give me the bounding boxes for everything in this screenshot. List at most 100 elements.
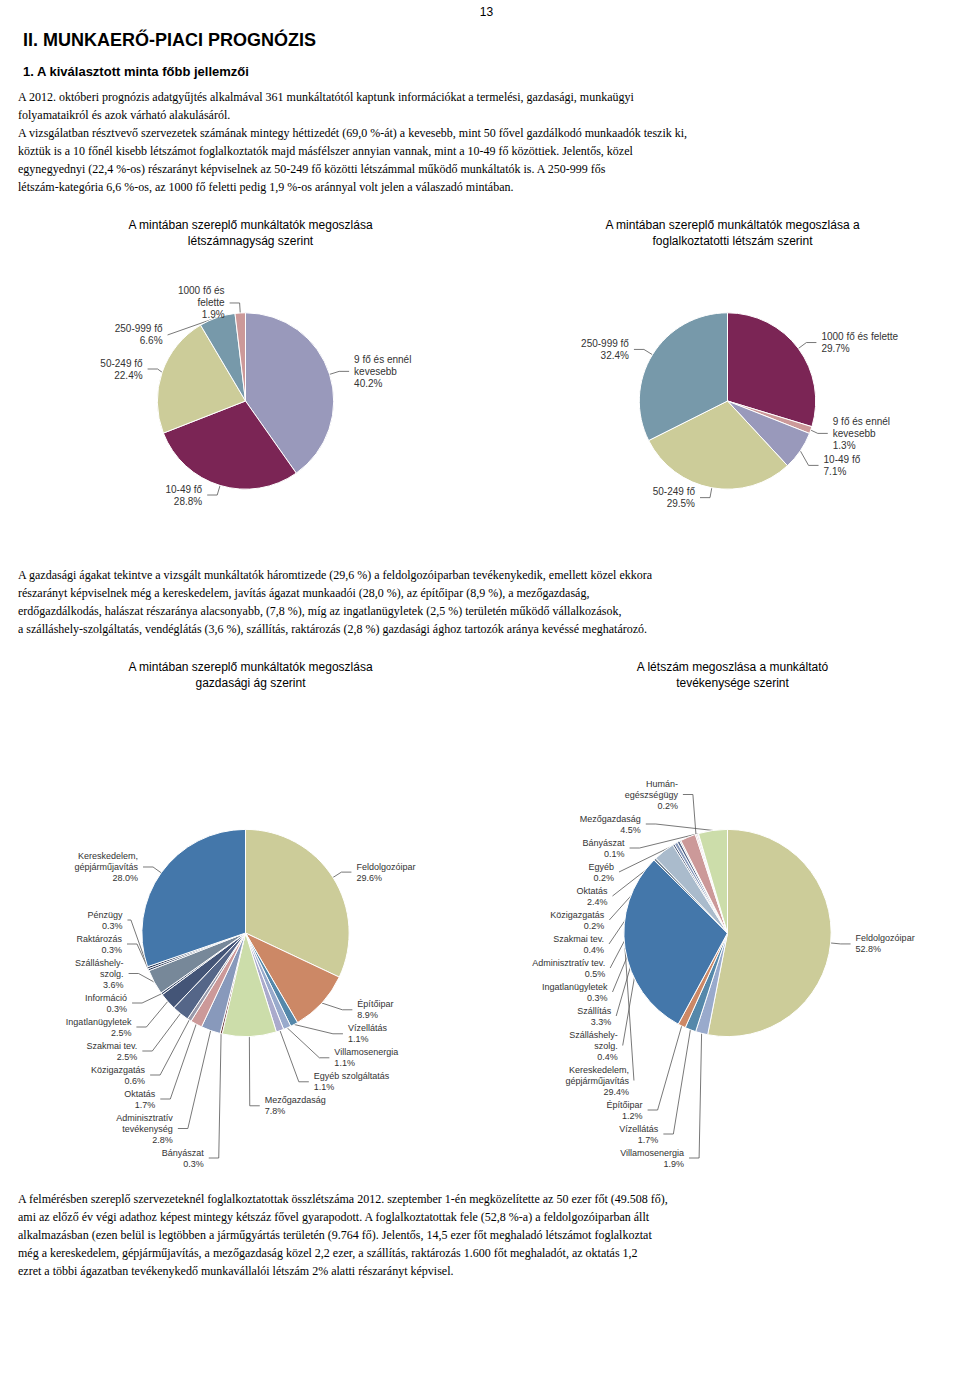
svg-text:2.5%: 2.5% [111,1028,132,1038]
svg-text:0.3%: 0.3% [183,1159,204,1169]
svg-text:52.8%: 52.8% [856,944,882,954]
svg-text:10-49 fő: 10-49 fő [165,484,202,495]
svg-text:Bányászat: Bányászat [583,838,626,848]
svg-text:0.3%: 0.3% [102,921,123,931]
svg-text:Közigazgatás: Közigazgatás [91,1065,146,1075]
svg-text:Mezőgazdaság: Mezőgazdaság [265,1095,326,1105]
svg-text:1.9%: 1.9% [202,309,225,320]
svg-text:0.1%: 0.1% [604,849,625,859]
svg-text:Oktatás: Oktatás [576,886,608,896]
svg-text:Kereskedelem,: Kereskedelem, [569,1065,629,1075]
svg-text:250-999 fő: 250-999 fő [581,338,629,349]
svg-text:32.4%: 32.4% [601,350,629,361]
svg-text:A 2012. októberi prognózis ada: A 2012. októberi prognózis adatgyűjtés a… [18,90,635,104]
svg-text:1000 fő és: 1000 fő és [178,285,225,296]
svg-text:Feldolgozóipar: Feldolgozóipar [356,862,415,872]
svg-text:tevékenysége szerint: tevékenysége szerint [676,676,789,690]
svg-text:1.7%: 1.7% [135,1100,156,1110]
svg-text:29.7%: 29.7% [821,343,849,354]
svg-text:Építőipar: Építőipar [357,999,393,1009]
svg-text:0.2%: 0.2% [584,921,605,931]
svg-text:gépjárműjavítás: gépjárműjavítás [74,862,138,872]
svg-text:Adminisztratív tev.: Adminisztratív tev. [532,958,605,968]
svg-text:40.2%: 40.2% [354,378,382,389]
svg-text:szolg.: szolg. [594,1041,618,1051]
svg-text:1. A kiválasztott minta főbb j: 1. A kiválasztott minta főbb jellemzői [23,64,249,79]
svg-text:0.3%: 0.3% [587,993,608,1003]
svg-text:250-999 fő: 250-999 fő [115,323,163,334]
svg-text:felette: felette [197,297,225,308]
svg-text:0.5%: 0.5% [585,969,606,979]
svg-text:1.2%: 1.2% [622,1111,643,1121]
svg-text:ami az előző év végi adathoz k: ami az előző év végi adathoz képest mint… [18,1210,650,1224]
svg-text:29.4%: 29.4% [603,1087,629,1097]
svg-text:alkalmazásban (ezen belül is l: alkalmazásban (ezen belül is legtöbben a… [18,1228,652,1242]
svg-text:1.7%: 1.7% [638,1135,659,1145]
svg-text:Kereskedelem,: Kereskedelem, [78,851,138,861]
svg-text:0.4%: 0.4% [597,1052,618,1062]
svg-text:II. MUNKAERŐ-PIACI PROGNÓZIS: II. MUNKAERŐ-PIACI PROGNÓZIS [23,29,316,50]
svg-text:50-249 fő: 50-249 fő [100,358,143,369]
svg-text:3.6%: 3.6% [103,980,124,990]
svg-text:7.8%: 7.8% [265,1106,286,1116]
svg-text:Szakmai tev.: Szakmai tev. [86,1041,137,1051]
svg-text:egészségügy: egészségügy [625,790,679,800]
svg-text:kevesebb: kevesebb [354,366,397,377]
svg-text:Vízellátás: Vízellátás [619,1124,659,1134]
svg-text:3.3%: 3.3% [591,1017,612,1027]
svg-text:0.3%: 0.3% [101,945,122,955]
svg-text:28.8%: 28.8% [174,496,202,507]
svg-text:Humán-: Humán- [646,779,678,789]
svg-text:gazdasági ág szerint: gazdasági ág szerint [195,676,306,690]
svg-text:szolg.: szolg. [100,969,124,979]
svg-text:6.6%: 6.6% [140,335,163,346]
svg-text:0.6%: 0.6% [125,1076,146,1086]
svg-text:A létszám megoszlása a munkált: A létszám megoszlása a munkáltató [637,660,829,674]
svg-text:tevékenység: tevékenység [122,1124,173,1134]
svg-text:Pénzügy: Pénzügy [87,910,123,920]
svg-text:köztük is a 10 főnél kisebb lé: köztük is a 10 főnél kisebb létszámot fo… [18,144,633,158]
svg-text:létszám-kategória 6,6 %-os, az: létszám-kategória 6,6 %-os, az 1000 fő f… [18,180,514,194]
svg-text:22.4%: 22.4% [114,370,142,381]
svg-text:29.6%: 29.6% [356,873,382,883]
svg-text:részarányt képviselnek még a k: részarányt képviselnek még a kereskedele… [18,586,589,600]
svg-text:létszámnagyság szerint: létszámnagyság szerint [188,234,314,248]
svg-text:9 fő és ennél: 9 fő és ennél [833,416,890,427]
svg-text:Villamosenergia: Villamosenergia [334,1047,398,1057]
svg-text:1.1%: 1.1% [334,1058,355,1068]
svg-text:még a kereskedelem, gépjárműja: még a kereskedelem, gépjárműjavítás, a m… [18,1246,638,1260]
svg-text:10-49 fő: 10-49 fő [824,454,861,465]
svg-text:Szállítás: Szállítás [577,1006,612,1016]
svg-text:1.1%: 1.1% [314,1082,335,1092]
svg-text:1.9%: 1.9% [664,1159,685,1169]
svg-text:9 fő és ennél: 9 fő és ennél [354,354,411,365]
svg-text:2.5%: 2.5% [117,1052,138,1062]
svg-text:0.2%: 0.2% [593,873,614,883]
svg-text:13: 13 [480,5,494,19]
svg-text:50-249 fő: 50-249 fő [653,486,696,497]
svg-text:Ingatlanügyletek: Ingatlanügyletek [542,982,608,992]
svg-text:Oktatás: Oktatás [124,1089,156,1099]
svg-text:0.3%: 0.3% [107,1004,128,1014]
svg-text:Közigazgatás: Közigazgatás [550,910,605,920]
svg-text:Szálláshely-: Szálláshely- [75,958,124,968]
svg-text:7.1%: 7.1% [824,466,847,477]
svg-text:0.2%: 0.2% [657,801,678,811]
svg-text:folyamataikról és azok várható: folyamataikról és azok várható alakulásá… [18,108,230,122]
svg-text:Mezőgazdaság: Mezőgazdaság [580,814,641,824]
svg-text:1.1%: 1.1% [348,1034,369,1044]
svg-text:kevesebb: kevesebb [833,428,876,439]
svg-text:foglalkoztatotti létszám szeri: foglalkoztatotti létszám szerint [652,234,813,248]
svg-text:Építőipar: Építőipar [607,1100,643,1110]
svg-text:A felmérésben szereplő szervez: A felmérésben szereplő szervezeteknél fo… [18,1192,668,1206]
svg-text:4.5%: 4.5% [620,825,641,835]
svg-text:0.4%: 0.4% [583,945,604,955]
svg-text:A gazdasági ágakat tekintve a: A gazdasági ágakat tekintve a vizsgált m… [18,568,653,582]
svg-text:egynegyednyi (22,4 %-os) résza: egynegyednyi (22,4 %-os) részarányt képv… [18,162,606,176]
svg-text:gépjárműjavítás: gépjárműjavítás [565,1076,629,1086]
svg-text:A mintában szereplő munkáltató: A mintában szereplő munkáltatók megoszlá… [128,660,372,674]
svg-text:A vizsgálatban résztvevő szerv: A vizsgálatban résztvevő szervezetek szá… [18,126,687,140]
svg-text:Szakmai tev.: Szakmai tev. [553,934,604,944]
svg-text:28.0%: 28.0% [112,873,138,883]
svg-text:A mintában szereplő munkáltató: A mintában szereplő munkáltatók megoszlá… [605,218,859,232]
